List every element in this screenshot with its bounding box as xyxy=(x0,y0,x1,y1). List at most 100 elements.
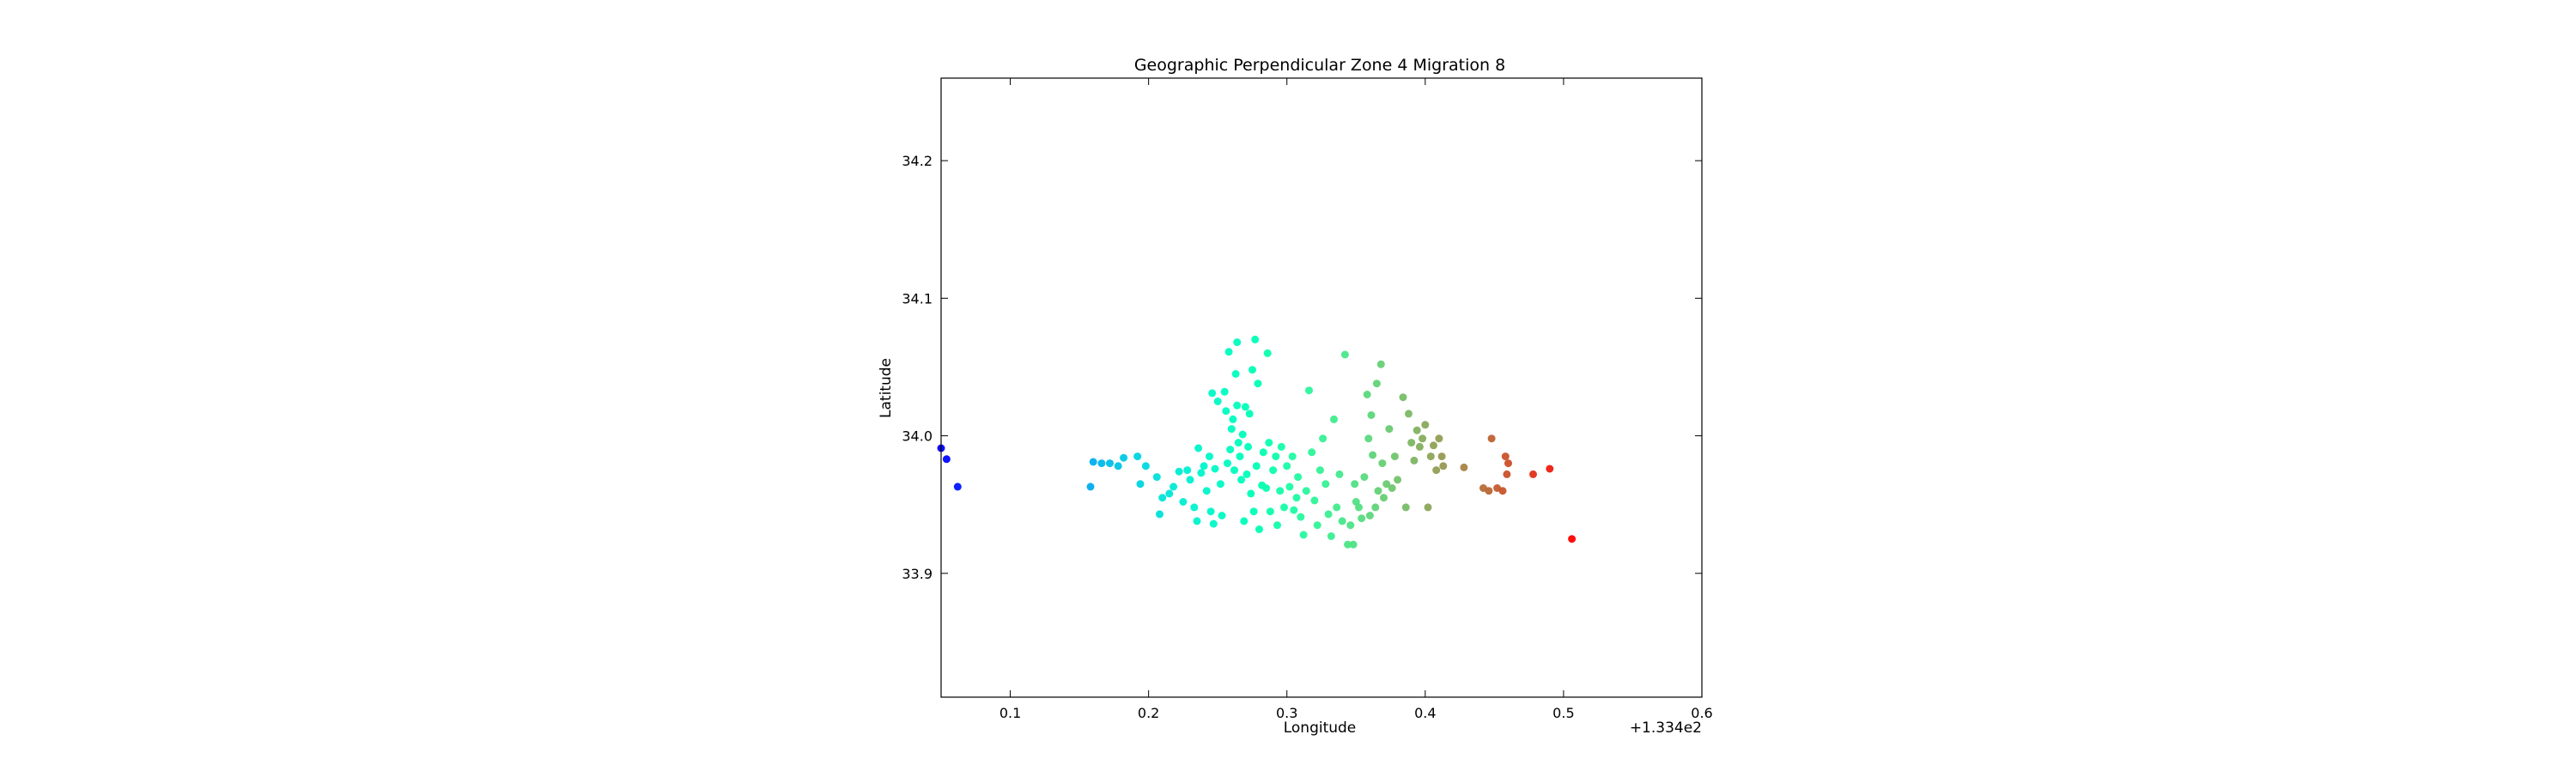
data-point xyxy=(1097,459,1106,468)
data-point xyxy=(1209,519,1218,528)
data-point xyxy=(1193,517,1201,525)
data-point xyxy=(1321,480,1330,489)
data-point xyxy=(1568,535,1577,543)
ticks-layer: 0.1 0.2 0.3 0.4 0.5 0.6 33.9 34.0 34.1 34.2 xyxy=(902,78,1713,721)
data-point xyxy=(1241,403,1249,411)
data-point xyxy=(1170,483,1178,491)
data-point xyxy=(1216,480,1224,489)
data-point xyxy=(1156,510,1163,519)
data-point xyxy=(1372,379,1381,388)
data-point xyxy=(1165,489,1174,498)
data-point xyxy=(1089,458,1097,466)
data-point xyxy=(1233,401,1242,410)
x-offset-label: +1.334e2 xyxy=(1630,719,1702,737)
data-point xyxy=(1413,426,1421,434)
data-point xyxy=(1338,517,1346,525)
data-point xyxy=(1430,441,1437,450)
data-point xyxy=(1211,464,1219,473)
data-point xyxy=(1230,466,1238,475)
x-axis-label: Longitude xyxy=(1284,719,1357,737)
data-point xyxy=(1382,480,1391,489)
data-point xyxy=(1344,540,1352,549)
x-tick-label: 0.2 xyxy=(1138,705,1159,721)
data-point xyxy=(1218,512,1226,519)
x-tick-label: 0.1 xyxy=(999,705,1021,721)
data-point xyxy=(1158,494,1167,502)
data-point xyxy=(1254,379,1262,388)
data-point xyxy=(1487,434,1496,443)
data-point xyxy=(1200,462,1208,470)
data-point xyxy=(1252,462,1261,470)
data-point xyxy=(1265,439,1273,447)
data-point xyxy=(953,483,962,491)
data-point xyxy=(1365,512,1374,519)
data-point xyxy=(1288,452,1297,461)
data-point xyxy=(1213,398,1222,405)
data-point xyxy=(942,455,951,464)
data-point xyxy=(1259,448,1267,457)
data-point xyxy=(1242,470,1251,478)
data-point xyxy=(1280,503,1288,512)
data-point xyxy=(1367,411,1376,419)
data-point xyxy=(1234,439,1242,447)
data-point xyxy=(1315,466,1324,475)
data-point xyxy=(1385,425,1394,434)
data-point xyxy=(1266,507,1274,516)
data-point xyxy=(1277,442,1285,451)
data-point xyxy=(1263,349,1272,357)
data-point xyxy=(1114,462,1122,470)
data-point xyxy=(1237,476,1246,484)
data-point xyxy=(1351,480,1359,489)
data-point xyxy=(1086,483,1095,491)
data-point xyxy=(1410,456,1419,464)
data-point xyxy=(1283,462,1291,470)
data-point xyxy=(1378,459,1387,468)
data-point xyxy=(1371,503,1380,512)
data-point xyxy=(1269,466,1278,475)
data-point xyxy=(1364,434,1373,443)
data-point xyxy=(1206,452,1213,461)
data-point xyxy=(1227,425,1236,434)
data-point xyxy=(1222,407,1230,416)
data-point xyxy=(1255,525,1263,533)
y-tick-label: 33.9 xyxy=(902,566,933,582)
data-point xyxy=(1183,466,1192,475)
y-tick-label: 34.0 xyxy=(902,428,933,445)
data-point xyxy=(1202,487,1211,495)
data-point xyxy=(1247,489,1255,498)
data-point xyxy=(1460,463,1468,471)
data-point xyxy=(1363,391,1371,398)
data-point xyxy=(1319,434,1327,443)
data-point xyxy=(1439,462,1448,470)
data-point xyxy=(1498,487,1507,495)
data-point xyxy=(1302,487,1310,495)
data-point xyxy=(1405,410,1413,418)
y-tick-label: 34.2 xyxy=(902,153,933,169)
data-point xyxy=(1231,370,1240,378)
y-tick-label: 34.1 xyxy=(902,290,933,307)
data-point xyxy=(1358,514,1366,523)
data-point xyxy=(1120,453,1128,462)
data-point xyxy=(1294,473,1303,482)
data-point xyxy=(1401,503,1410,512)
data-point xyxy=(1276,487,1285,495)
data-point xyxy=(1238,430,1247,439)
data-point xyxy=(1251,335,1260,343)
data-point xyxy=(1190,503,1199,512)
x-tick-label: 0.5 xyxy=(1552,705,1574,721)
data-point xyxy=(1376,360,1385,368)
data-point xyxy=(1106,459,1114,468)
data-point xyxy=(1546,464,1554,473)
data-point xyxy=(1355,503,1363,512)
data-point xyxy=(1208,389,1217,398)
data-point xyxy=(1233,338,1242,347)
data-point xyxy=(1220,387,1229,396)
data-point xyxy=(1224,459,1231,468)
x-tick-label: 0.4 xyxy=(1414,705,1436,721)
data-point xyxy=(1346,521,1355,530)
data-point xyxy=(1501,452,1510,461)
data-point xyxy=(1435,434,1443,443)
data-point xyxy=(1330,415,1338,423)
data-point xyxy=(1333,503,1341,512)
